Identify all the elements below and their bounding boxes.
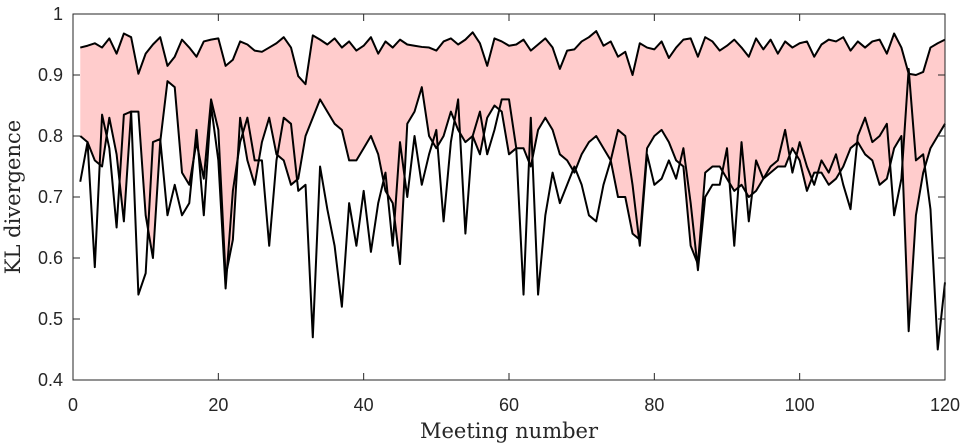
x-tick-label: 100 <box>785 395 815 415</box>
y-tick-label: 1 <box>53 4 63 24</box>
y-tick-label: 0.4 <box>38 370 63 390</box>
y-tick-label: 0.6 <box>38 248 63 268</box>
x-tick-label: 80 <box>644 395 664 415</box>
series-layer <box>79 30 946 351</box>
x-tick-label: 0 <box>68 395 78 415</box>
y-tick-label: 0.8 <box>38 126 63 146</box>
y-axis-label: KL divergence <box>1 120 25 274</box>
x-axis-label: Meeting number <box>420 419 599 443</box>
band-fill <box>80 31 945 332</box>
band-layer <box>80 31 945 332</box>
y-tick-label: 0.9 <box>38 65 63 85</box>
x-tick-label: 60 <box>499 395 519 415</box>
x-tick-label: 40 <box>354 395 374 415</box>
series-line-3 <box>79 67 946 351</box>
y-tick-label: 0.5 <box>38 309 63 329</box>
x-axis: 0 20 40 60 80 100 120 <box>68 14 960 415</box>
x-tick-label: 120 <box>930 395 960 415</box>
series-line-1 <box>80 30 946 86</box>
y-axis: 0.4 0.5 0.6 0.7 0.8 0.9 1 <box>38 4 945 390</box>
x-tick-label: 20 <box>208 395 228 415</box>
y-tick-label: 0.7 <box>38 187 63 207</box>
